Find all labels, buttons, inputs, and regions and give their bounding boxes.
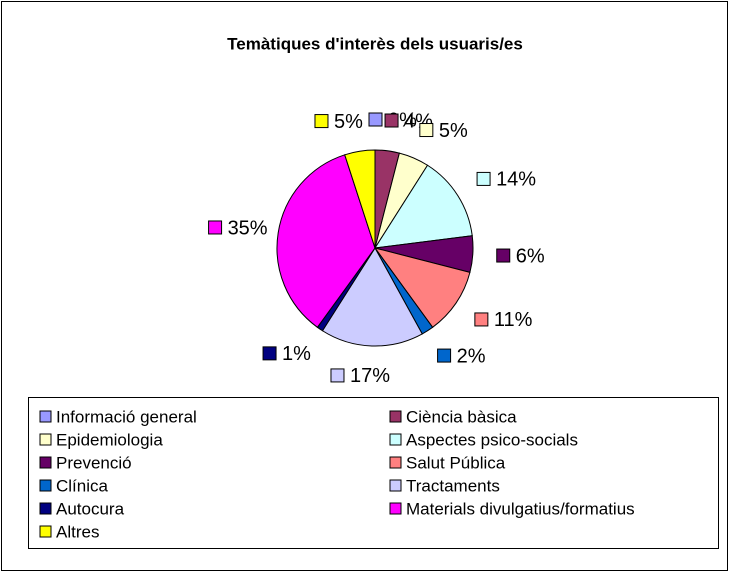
- legend-label: Materials divulgatius/formatius: [406, 499, 635, 518]
- legend-swatch: [39, 410, 52, 423]
- legend-label: Ciència bàsica: [406, 407, 517, 426]
- data-label: 6%: [516, 245, 545, 267]
- data-label: 14%: [496, 169, 536, 191]
- pie-slice: [321, 247, 423, 347]
- pie-slice: [373, 247, 471, 328]
- data-label: 5%: [334, 111, 363, 133]
- label-swatch: [419, 123, 434, 138]
- data-label: 1%: [282, 343, 311, 365]
- legend-label: Clínica: [56, 476, 109, 495]
- label-swatch: [314, 114, 329, 129]
- pie-slice: [374, 164, 473, 249]
- legend-label: Prevenció: [56, 453, 132, 472]
- legend-swatch: [389, 502, 402, 515]
- label-swatch: [474, 312, 489, 327]
- data-label: 35%: [228, 217, 268, 239]
- label-swatch: [476, 171, 491, 186]
- legend-swatch: [39, 456, 52, 469]
- label-swatch: [330, 368, 345, 383]
- legend-label: Salut Pública: [406, 453, 506, 472]
- label-swatch: [437, 348, 452, 363]
- legend-label: Informació general: [56, 407, 197, 426]
- data-label: 2%: [457, 345, 486, 367]
- label-swatch: [262, 346, 277, 361]
- legend-label: Altres: [56, 522, 99, 541]
- legend-swatch: [39, 479, 52, 492]
- legend-label: Aspectes psico-socials: [406, 430, 578, 449]
- legend-label: Epidemiologia: [56, 430, 163, 449]
- legend-swatch: [389, 410, 402, 423]
- pie-slice: [344, 149, 376, 249]
- legend-box: [28, 397, 719, 549]
- legend-swatch: [39, 433, 52, 446]
- legend-label: Tractaments: [406, 476, 500, 495]
- label-swatch: [208, 220, 223, 235]
- legend-swatch: [39, 525, 52, 538]
- legend-swatch: [389, 456, 402, 469]
- data-label: 17%: [350, 365, 390, 387]
- label-swatch: [368, 112, 383, 127]
- data-label: 11%: [494, 309, 533, 331]
- label-swatch: [496, 248, 511, 263]
- legend-swatch: [389, 479, 402, 492]
- label-swatch: [384, 113, 399, 128]
- pie-slice: [276, 154, 376, 328]
- legend-label: Autocura: [56, 499, 125, 518]
- data-label: 5%: [439, 120, 468, 142]
- legend-swatch: [389, 433, 402, 446]
- chart-title: Temàtiques d'interès dels usuaris/es: [227, 34, 523, 53]
- legend-swatch: [39, 502, 52, 515]
